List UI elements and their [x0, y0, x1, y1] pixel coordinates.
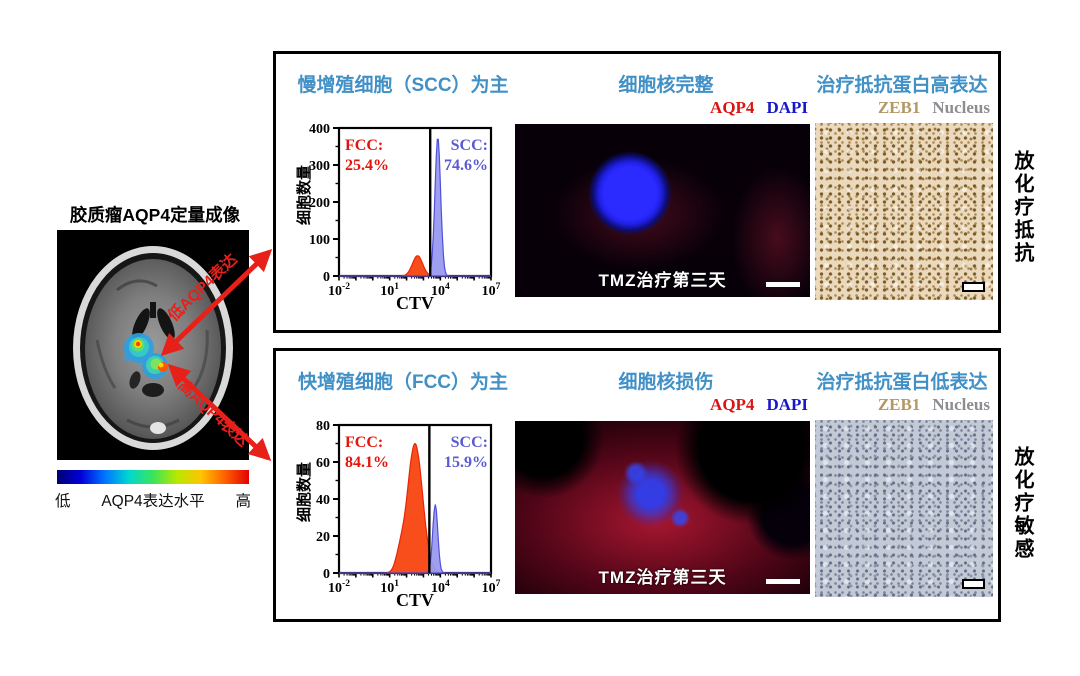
svg-text:FCC:: FCC:	[345, 137, 383, 154]
zeb1-marker-label: ZEB1	[877, 98, 921, 117]
svg-text:0: 0	[323, 567, 330, 582]
svg-text:300: 300	[309, 159, 330, 174]
svg-text:101: 101	[380, 579, 399, 596]
mri-title: 胶质瘤AQP4定量成像	[69, 205, 241, 225]
panel1-ihc-image	[815, 420, 993, 597]
panel0-header-nucleus: 细胞核完整	[618, 75, 714, 96]
panel0-fluor-markers: AQP4 DAPI	[606, 98, 808, 118]
svg-text:107: 107	[482, 579, 501, 596]
dapi-marker-label: DAPI	[766, 98, 808, 117]
annotation-arrows: 低AQP4表达 高AQP4表达	[160, 248, 273, 462]
panel0-flow-histogram: 0 100 200 300 400 10-2 101 104 107 FCC: 25.4% SCC: 7…	[309, 122, 501, 313]
panel1-header-nucleus: 细胞核损伤	[618, 372, 714, 393]
panel1-ihc-markers: ZEB1 Nucleus	[814, 395, 990, 415]
panel0-fluor-caption: TMZ治疗第三天	[598, 271, 727, 290]
aqp4-marker-label: AQP4	[710, 98, 755, 117]
colorbar-title: AQP4表达水平	[101, 493, 205, 510]
side-label-resistant: 放化疗抵抗	[1011, 150, 1033, 265]
panel1-header-cells: 快增殖细胞（FCC）为主	[297, 372, 509, 393]
side-label-sensitive: 放化疗敏感	[1011, 446, 1033, 561]
svg-text:100: 100	[309, 233, 330, 248]
panel0-header-protein: 治疗抵抗蛋白高表达	[816, 75, 988, 96]
colorbar-labels: 低 AQP4表达水平 高	[55, 489, 251, 511]
svg-text:40: 40	[316, 493, 330, 508]
svg-text:104: 104	[431, 282, 450, 299]
svg-text:107: 107	[482, 282, 501, 299]
panel0-fluorescence-image: TMZ治疗第三天	[515, 124, 810, 297]
svg-text:10-2: 10-2	[328, 579, 350, 596]
panel-radiochemo-resistant: 慢增殖细胞（SCC）为主 细胞核完整 治疗抵抗蛋白高表达 AQP4 DAPI Z…	[273, 51, 1001, 333]
svg-text:CTV: CTV	[396, 590, 434, 610]
panel1-flow-histogram: 0 20 40 60 80 10-2 101 104 107 FCC: 84.1% SCC: 15.9%…	[316, 419, 501, 610]
nucleus-marker-label: Nucleus	[932, 395, 990, 414]
svg-text:74.6%: 74.6%	[444, 157, 488, 174]
svg-text:25.4%: 25.4%	[345, 157, 389, 174]
svg-text:84.1%: 84.1%	[345, 454, 389, 471]
aqp4-marker-label: AQP4	[710, 395, 755, 414]
colorbar-high-label: 高	[235, 493, 251, 510]
panel0-header-cells: 慢增殖细胞（SCC）为主	[297, 75, 509, 96]
svg-text:15.9%: 15.9%	[444, 454, 488, 471]
panel0-ihc-scalebar	[962, 282, 985, 292]
colorbar-low-label: 低	[55, 493, 71, 510]
svg-text:60: 60	[316, 456, 330, 471]
panel1-fluor-markers: AQP4 DAPI	[606, 395, 808, 415]
panel-radiochemo-sensitive: 快增殖细胞（FCC）为主 细胞核损伤 治疗抵抗蛋白低表达 AQP4 DAPI Z…	[273, 348, 1001, 622]
aqp4-colorbar	[57, 470, 249, 484]
arrow-high-aqp4	[167, 363, 272, 462]
panel1-fluor-scalebar	[766, 579, 800, 584]
svg-text:SCC:: SCC:	[451, 434, 488, 451]
dapi-marker-label: DAPI	[766, 395, 808, 414]
svg-text:CTV: CTV	[396, 293, 434, 313]
aqp4-tumor-overlay	[124, 333, 168, 379]
nucleus-marker-label: Nucleus	[932, 98, 990, 117]
svg-text:FCC:: FCC:	[345, 434, 383, 451]
panel1-ihc-scalebar	[962, 579, 985, 589]
svg-text:0: 0	[323, 270, 330, 285]
svg-text:80: 80	[316, 419, 330, 434]
zeb1-marker-label: ZEB1	[877, 395, 921, 414]
arrow-low-aqp4	[160, 248, 273, 357]
svg-text:101: 101	[380, 282, 399, 299]
svg-text:SCC:: SCC:	[451, 137, 488, 154]
svg-text:20: 20	[316, 530, 330, 545]
panel0-fluor-scalebar	[766, 282, 800, 287]
panel1-fluorescence-image: TMZ治疗第三天	[515, 421, 810, 594]
svg-text:400: 400	[309, 122, 330, 137]
arrow-high-label: 高AQP4表达	[175, 376, 253, 451]
panel1-fluor-caption: TMZ治疗第三天	[598, 568, 727, 587]
panel0-ihc-markers: ZEB1 Nucleus	[814, 98, 990, 118]
svg-text:10-2: 10-2	[328, 282, 350, 299]
panel0-ihc-image	[815, 123, 993, 300]
svg-text:200: 200	[309, 196, 330, 211]
panel1-header-protein: 治疗抵抗蛋白低表达	[816, 372, 988, 393]
svg-text:104: 104	[431, 579, 450, 596]
